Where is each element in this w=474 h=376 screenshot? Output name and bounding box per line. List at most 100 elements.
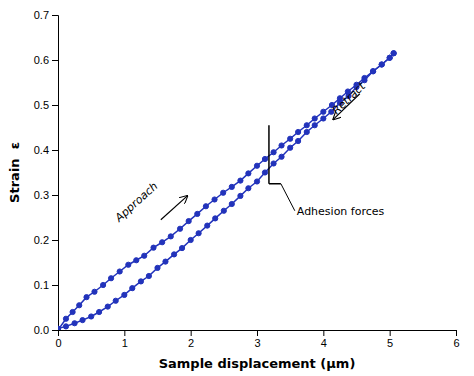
series-marker (97, 309, 102, 314)
y-tick-mark (52, 60, 58, 61)
series-marker (312, 116, 317, 121)
x-tick: 6 (453, 330, 459, 349)
x-tick-mark (124, 330, 125, 336)
series-marker (168, 234, 173, 239)
series-marker (304, 123, 309, 128)
series-marker (321, 109, 326, 114)
series-marker (391, 51, 396, 56)
y-tick: 0.2 (34, 234, 58, 246)
series-marker (84, 295, 89, 300)
y-tick-label: 0.3 (34, 189, 49, 201)
annotations: Adhesion forces Approach Retract (112, 79, 385, 225)
series-marker (186, 219, 191, 224)
series-marker (160, 240, 165, 245)
series-marker (370, 69, 375, 74)
series-marker (312, 123, 317, 128)
series-marker (195, 211, 200, 216)
x-tick-mark (257, 330, 258, 336)
series-marker (304, 129, 309, 134)
x-tick: 3 (254, 330, 260, 349)
series-marker (387, 55, 392, 60)
x-tick-label: 4 (321, 337, 327, 349)
series-marker (80, 318, 85, 323)
y-tick: 0.1 (34, 279, 58, 291)
series-marker (113, 298, 118, 303)
series-marker (142, 253, 147, 258)
x-axis-line (59, 331, 457, 337)
annotation-label: Approach (112, 180, 161, 225)
series-marker (205, 223, 210, 228)
series-marker (379, 62, 384, 67)
y-tick: 0.4 (34, 144, 58, 156)
y-tick: 0.3 (34, 189, 58, 201)
series-marker (177, 226, 182, 231)
series-marker (379, 62, 384, 67)
series-marker (138, 279, 143, 284)
series-marker (126, 262, 131, 267)
series-marker (221, 208, 226, 213)
series-marker (92, 289, 97, 294)
y-axis-line (52, 16, 59, 331)
x-tick-label: 0 (55, 337, 61, 349)
y-tick-mark (52, 150, 58, 151)
annotation-connector (281, 184, 295, 211)
series-marker (362, 78, 367, 83)
x-tick-mark (456, 330, 457, 336)
series-marker (221, 190, 226, 195)
y-tick-label: 0.7 (34, 9, 49, 21)
y-tick-mark (52, 15, 58, 16)
y-tick-mark (52, 285, 58, 286)
x-axis-title: Sample displacement (μm) (159, 356, 356, 371)
series-marker (134, 258, 139, 263)
series-marker (72, 321, 77, 326)
series-marker (101, 282, 106, 287)
y-tick: 0.5 (34, 99, 58, 111)
series-marker (288, 145, 293, 150)
y-axis: 0.0 0.1 0.2 0.3 0.4 0.5 0.6 0.7 (34, 9, 59, 336)
series-marker (105, 304, 110, 309)
annotation-arrow (161, 196, 188, 220)
y-tick-mark (52, 240, 58, 241)
series-marker (213, 216, 218, 221)
y-tick-mark (52, 195, 58, 196)
x-tick-mark (323, 330, 324, 336)
series-marker (288, 136, 293, 141)
series-marker (229, 184, 234, 189)
series-marker (146, 273, 151, 278)
series-marker (63, 324, 68, 329)
series-marker (296, 129, 301, 134)
y-tick-label: 0.5 (34, 99, 49, 111)
annotation-label: Retract (330, 79, 369, 117)
series-marker (196, 231, 201, 236)
x-tick: 5 (387, 330, 393, 349)
x-tick: 2 (188, 330, 194, 349)
series-marker (155, 265, 160, 270)
series-marker (212, 197, 217, 202)
y-tick-label: 0.6 (34, 54, 49, 66)
series-marker (122, 292, 127, 297)
x-tick-mark (390, 330, 391, 336)
series-marker (188, 237, 193, 242)
series-marker (370, 69, 375, 74)
annotation-label: Adhesion forces (297, 205, 385, 218)
series-marker (271, 161, 276, 166)
chart: 01234560.00.10.20.30.40.50.60.7Adhesion … (0, 0, 474, 376)
series-marker (279, 143, 284, 148)
x-tick-mark (191, 330, 192, 336)
y-tick-label: 0.1 (34, 279, 49, 291)
x-axis: 0123456 (55, 330, 459, 349)
y-tick-label: 0.2 (34, 234, 49, 246)
y-tick: 0.0 (34, 324, 58, 336)
series-marker (271, 150, 276, 155)
data-marks (58, 51, 396, 330)
series-marker (254, 179, 259, 184)
series-marker (246, 171, 251, 176)
series-line (58, 53, 394, 328)
adhesion-bracket (268, 125, 270, 184)
series-marker (117, 269, 122, 274)
series-marker (108, 276, 113, 281)
x-tick-label: 3 (254, 337, 260, 349)
y-tick-label: 0.0 (34, 324, 49, 336)
series-marker (151, 245, 156, 250)
series-marker (130, 286, 135, 291)
